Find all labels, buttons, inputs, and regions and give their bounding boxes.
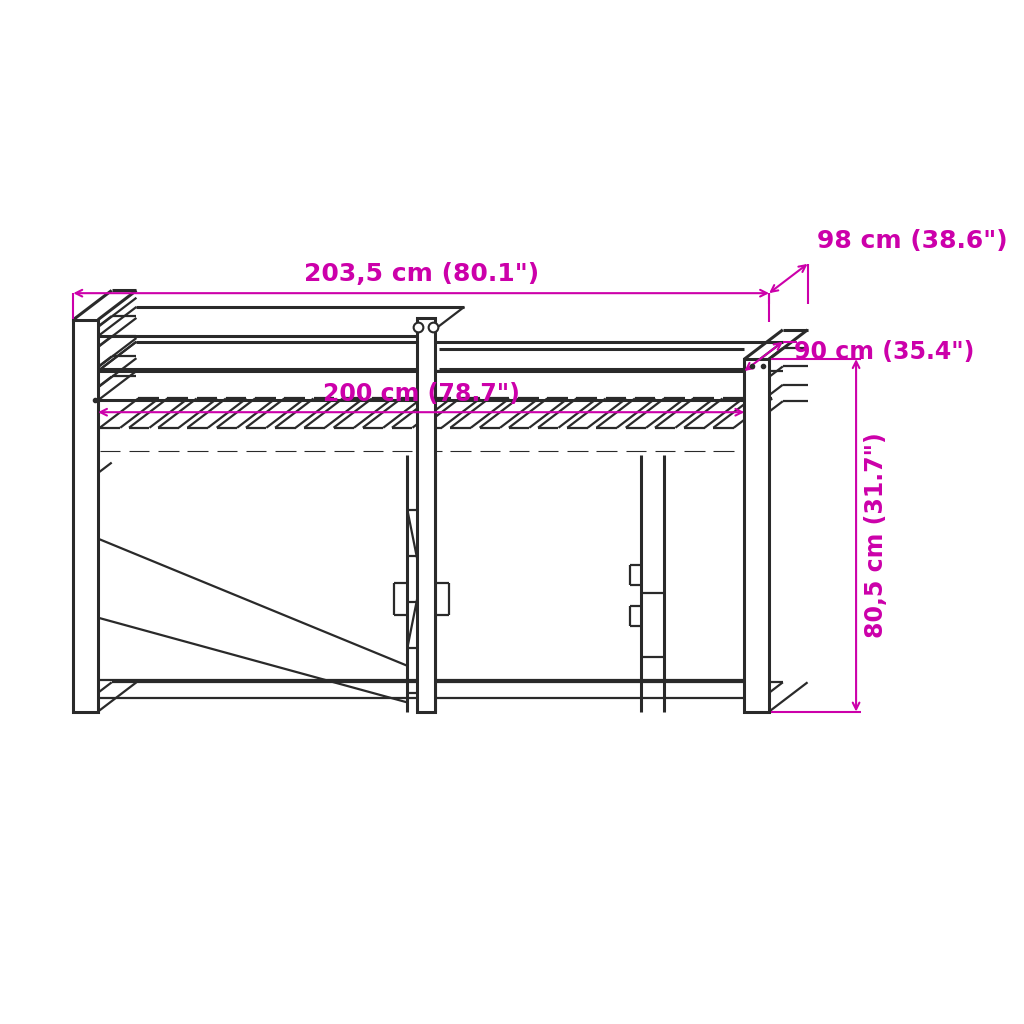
Bar	[417, 317, 435, 712]
Bar	[744, 359, 769, 712]
Text: 200 cm (78.7"): 200 cm (78.7")	[323, 382, 519, 406]
Text: 80,5 cm (31.7"): 80,5 cm (31.7")	[864, 432, 888, 638]
Text: 90 cm (35.4"): 90 cm (35.4")	[794, 340, 974, 364]
Text: 203,5 cm (80.1"): 203,5 cm (80.1")	[303, 262, 539, 286]
Text: 98 cm (38.6"): 98 cm (38.6")	[817, 229, 1008, 253]
Bar	[74, 319, 98, 712]
